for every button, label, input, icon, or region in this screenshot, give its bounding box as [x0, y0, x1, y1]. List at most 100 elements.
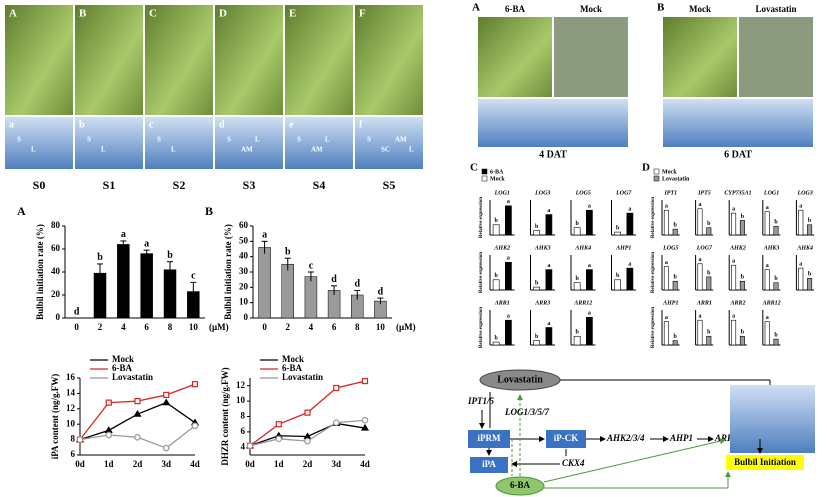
node-label: CKX4 — [562, 458, 585, 468]
section-photo — [75, 117, 143, 169]
legend-swatch — [481, 175, 488, 182]
y-axis-label: Relative expression — [479, 197, 484, 238]
marker — [304, 437, 311, 445]
significance-label: b — [774, 220, 778, 226]
panel-label: a — [9, 119, 14, 130]
y-tick-label: 14 — [66, 387, 76, 397]
bar — [505, 205, 512, 236]
marker — [332, 419, 340, 426]
x-tick-label: 0 — [74, 322, 79, 332]
bar — [258, 247, 271, 319]
significance-label: a — [699, 257, 702, 263]
significance-label: b — [575, 330, 579, 336]
significance-label: b — [535, 334, 539, 340]
marker — [246, 442, 254, 450]
bar — [773, 282, 779, 291]
section-photo — [5, 117, 73, 169]
bar — [739, 280, 745, 291]
significance-label: d — [74, 306, 80, 317]
marker — [134, 398, 141, 405]
stage-label: S2 — [173, 178, 186, 192]
legend-swatch — [653, 175, 660, 182]
y-tick-label: 50 — [239, 235, 249, 245]
significance-label: a — [732, 259, 735, 265]
y-tick-label: 12 — [66, 403, 76, 413]
x-tick-label: 2 — [286, 322, 291, 332]
arrow — [543, 438, 726, 483]
x-tick-label: 2d — [303, 459, 313, 469]
time-label: 4 DAT — [539, 149, 567, 160]
x-axis-label: (μM) — [396, 322, 416, 332]
bar — [505, 261, 512, 291]
photo — [739, 17, 813, 97]
y-tick-label: 8 — [241, 411, 246, 421]
y-tick-label: 20 — [239, 281, 249, 291]
gene-label: LOG5 — [662, 245, 678, 251]
bar — [586, 316, 593, 346]
marker — [191, 422, 199, 430]
panel-label: B — [79, 8, 87, 20]
tissue-label: L — [171, 146, 176, 154]
tissue-label: L — [255, 136, 260, 144]
legend-label: 6-BA — [490, 169, 504, 175]
marker — [105, 399, 112, 406]
photo — [730, 385, 815, 453]
bar — [626, 212, 634, 236]
significance-label: a — [665, 260, 668, 266]
bar — [545, 327, 553, 346]
bar — [545, 269, 553, 291]
gene-label: AHK3 — [763, 245, 780, 251]
time-label: 6 DAT — [724, 149, 752, 160]
bar — [731, 319, 737, 346]
panel-label: B — [657, 2, 665, 14]
marker — [104, 426, 113, 433]
marker — [361, 417, 369, 424]
ipa-box — [470, 457, 508, 473]
y-tick-label: 6 — [241, 426, 246, 436]
iprm-box — [468, 430, 510, 448]
significance-label: a — [799, 204, 802, 210]
panel-label: D — [219, 8, 227, 20]
stage-label: S1 — [103, 178, 116, 192]
panel-label: b — [79, 119, 85, 130]
significance-label: b — [707, 270, 711, 276]
significance-label: b — [707, 330, 711, 336]
significance-label: b — [285, 246, 291, 257]
bar — [140, 253, 153, 319]
significance-label: b — [616, 225, 620, 231]
bar — [573, 335, 581, 346]
photo-title: Mock — [689, 4, 711, 14]
y-axis-label: Bulbil initiation rate (%) — [35, 224, 45, 320]
significance-label: a — [799, 262, 802, 268]
tissue-label: L — [31, 146, 36, 154]
significance-label: a — [628, 207, 631, 213]
significance-label: a — [588, 311, 591, 317]
panel-label: C — [149, 8, 157, 20]
bulbil-box — [726, 455, 804, 470]
photo — [554, 17, 628, 97]
significance-label: b — [616, 273, 620, 279]
bar — [798, 209, 804, 236]
x-tick-label: 0 — [262, 322, 267, 332]
gene-label: ARR3 — [534, 300, 550, 306]
x-tick-label: 2 — [98, 322, 103, 332]
panel-label: c — [149, 119, 154, 130]
bar — [798, 267, 804, 291]
gene-label: AHK2 — [493, 245, 510, 251]
x-tick-label: 3d — [331, 459, 341, 469]
y-tick-label: 10 — [236, 395, 246, 405]
bar — [773, 338, 779, 346]
bar — [533, 230, 540, 236]
tissue-label: S — [227, 136, 231, 144]
panel-label: F — [359, 8, 366, 20]
bar — [706, 335, 712, 346]
gene-label: LOG3 — [534, 190, 550, 196]
bar — [764, 321, 770, 346]
gene-label: IPT5 — [697, 190, 711, 196]
panel-label: e — [289, 119, 294, 130]
legend-label: Mock — [282, 354, 304, 364]
gene-label: ARR1 — [494, 300, 510, 306]
photo — [75, 5, 143, 115]
tissue-label: SC — [381, 146, 390, 154]
y-tick-label: 0 — [56, 312, 61, 322]
